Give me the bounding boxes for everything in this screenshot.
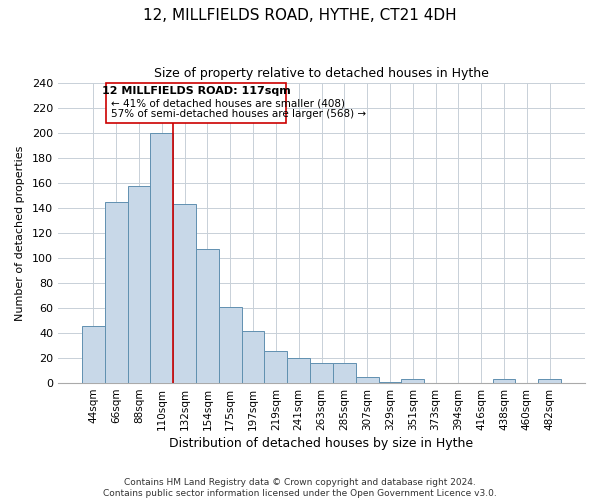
Bar: [356, 377, 379, 383]
FancyBboxPatch shape: [106, 83, 286, 123]
Bar: [128, 186, 151, 383]
Y-axis label: Number of detached properties: Number of detached properties: [15, 146, 25, 321]
Bar: [105, 202, 128, 383]
Bar: [333, 363, 356, 383]
Bar: [310, 363, 333, 383]
Bar: [538, 380, 561, 383]
Text: ← 41% of detached houses are smaller (408): ← 41% of detached houses are smaller (40…: [110, 98, 344, 108]
Bar: [151, 133, 173, 383]
Bar: [287, 358, 310, 383]
Text: 57% of semi-detached houses are larger (568) →: 57% of semi-detached houses are larger (…: [110, 110, 365, 120]
Bar: [265, 350, 287, 383]
Bar: [173, 204, 196, 383]
Text: 12, MILLFIELDS ROAD, HYTHE, CT21 4DH: 12, MILLFIELDS ROAD, HYTHE, CT21 4DH: [143, 8, 457, 22]
Bar: [219, 307, 242, 383]
Bar: [493, 380, 515, 383]
Bar: [401, 380, 424, 383]
Bar: [242, 330, 265, 383]
Bar: [196, 250, 219, 383]
Bar: [379, 382, 401, 383]
Text: Contains HM Land Registry data © Crown copyright and database right 2024.
Contai: Contains HM Land Registry data © Crown c…: [103, 478, 497, 498]
Title: Size of property relative to detached houses in Hythe: Size of property relative to detached ho…: [154, 68, 489, 80]
Bar: [82, 326, 105, 383]
Text: 12 MILLFIELDS ROAD: 117sqm: 12 MILLFIELDS ROAD: 117sqm: [101, 86, 290, 96]
X-axis label: Distribution of detached houses by size in Hythe: Distribution of detached houses by size …: [169, 437, 473, 450]
